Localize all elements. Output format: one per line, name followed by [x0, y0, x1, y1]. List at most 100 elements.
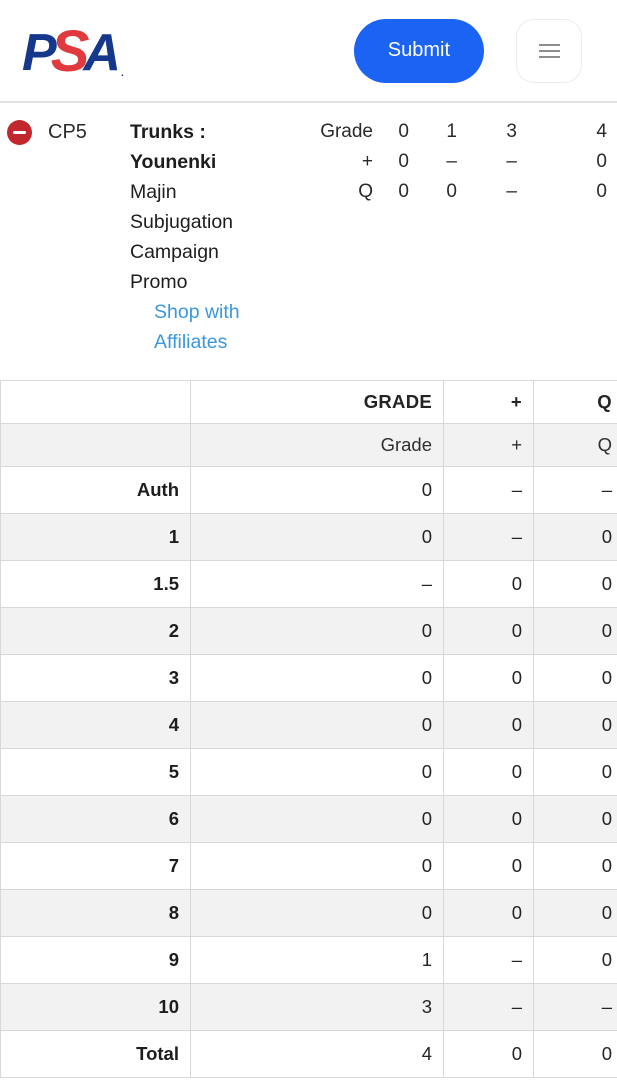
mini-table-row-plus: + 0 – – 0: [292, 147, 607, 177]
header-empty-cell: [0, 380, 191, 424]
subheader-empty-cell: [0, 423, 191, 467]
table-row-8: 8 0 0 0: [0, 889, 617, 937]
row-label: 1.5: [0, 560, 191, 608]
plus-cell: –: [443, 466, 534, 514]
grade-cell: 3: [190, 983, 444, 1031]
table-row-5: 5 0 0 0: [0, 748, 617, 796]
grade-cell: –: [190, 560, 444, 608]
logo-letter-s: S: [50, 18, 90, 84]
plus-cell: –: [443, 936, 534, 984]
grade-cell: 0: [190, 748, 444, 796]
card-title-set: Majin Subjugation Campaign Promo: [130, 181, 234, 293]
q-cell: 0: [533, 654, 617, 702]
row-label: Auth: [0, 466, 191, 514]
table-row-4: 4 0 0 0: [0, 701, 617, 749]
logo-letter-p: P: [22, 23, 57, 82]
table-row-7: 7 0 0 0: [0, 842, 617, 890]
hamburger-menu-button[interactable]: [516, 18, 582, 83]
plus-cell: 0: [443, 889, 534, 937]
row-label: 9: [0, 936, 191, 984]
row-label: 5: [0, 748, 191, 796]
row-label: Total: [0, 1030, 191, 1078]
subheader-q: Q: [533, 423, 617, 467]
mini-row-label: +: [361, 151, 373, 172]
table-row-2: 2 0 0 0: [0, 607, 617, 655]
top-navigation-bar: P S A . Submit: [0, 0, 617, 103]
population-table: GRADE + Q Grade + Q Auth 0 – –: [0, 380, 617, 1078]
q-cell: –: [533, 466, 617, 514]
plus-cell: 0: [443, 748, 534, 796]
q-cell: 0: [533, 701, 617, 749]
row-label: 6: [0, 795, 191, 843]
grade-cell: 0: [190, 654, 444, 702]
row-label: 2: [0, 607, 191, 655]
subheader-plus: +: [443, 423, 534, 467]
minus-circle-icon[interactable]: [7, 119, 32, 145]
mini-table-row-q: Q 0 0 – 0: [292, 177, 607, 207]
grade-cell: 0: [190, 607, 444, 655]
grade-cell: 4: [190, 1030, 444, 1078]
table-row-3: 3 0 0 0: [0, 654, 617, 702]
plus-cell: 0: [443, 795, 534, 843]
mini-row-label: Grade: [320, 121, 373, 142]
mini-row-label: Q: [358, 181, 373, 202]
card-summary-row: CP5 Trunks : Younenki Majin Subjugation …: [0, 103, 617, 380]
table-row-1: 1 0 – 0: [0, 513, 617, 561]
grade-cell: 0: [190, 513, 444, 561]
plus-cell: 0: [443, 701, 534, 749]
psa-logo[interactable]: P S A .: [22, 18, 124, 84]
q-cell: –: [533, 983, 617, 1031]
plus-cell: 0: [443, 842, 534, 890]
header-q: Q: [533, 380, 617, 424]
table-row-total: Total 4 0 0: [0, 1030, 617, 1078]
subheader-grade: Grade: [190, 423, 444, 467]
table-row-6: 6 0 0 0: [0, 795, 617, 843]
plus-cell: 0: [443, 607, 534, 655]
mini-table-row-grade: Grade 0 1 3 4: [292, 117, 607, 147]
card-title-name: Trunks : Younenki: [130, 121, 217, 173]
plus-cell: 0: [443, 1030, 534, 1078]
row-label: 1: [0, 513, 191, 561]
q-cell: 0: [533, 795, 617, 843]
grade-cell: 0: [190, 889, 444, 937]
plus-cell: –: [443, 513, 534, 561]
grade-cell: 0: [190, 842, 444, 890]
row-label: 4: [0, 701, 191, 749]
card-left-column: CP5: [0, 117, 130, 147]
grade-cell: 1: [190, 936, 444, 984]
plus-cell: 0: [443, 654, 534, 702]
card-description: Trunks : Younenki Majin Subjugation Camp…: [130, 117, 292, 357]
table-row-10: 10 3 – –: [0, 983, 617, 1031]
grade-cell: 0: [190, 701, 444, 749]
population-table-container[interactable]: GRADE + Q Grade + Q Auth 0 – –: [0, 380, 617, 1078]
q-cell: 0: [533, 842, 617, 890]
plus-cell: 0: [443, 560, 534, 608]
q-cell: 0: [533, 513, 617, 561]
table-row-1-5: 1.5 – 0 0: [0, 560, 617, 608]
card-title: Trunks : Younenki Majin Subjugation Camp…: [130, 117, 248, 297]
logo-letter-a: A: [83, 23, 121, 82]
row-label: 10: [0, 983, 191, 1031]
shop-with-affiliates-link[interactable]: Shop with Affiliates: [154, 301, 240, 353]
row-label: 8: [0, 889, 191, 937]
card-spec-number: CP5: [48, 120, 87, 143]
q-cell: 0: [533, 889, 617, 937]
q-cell: 0: [533, 1030, 617, 1078]
q-cell: 0: [533, 607, 617, 655]
table-header-row-primary: GRADE + Q: [0, 380, 617, 424]
grade-cell: 0: [190, 466, 444, 514]
header-grade: GRADE: [190, 380, 444, 424]
submit-button[interactable]: Submit: [353, 18, 484, 83]
logo-registered-mark: .: [120, 67, 124, 79]
card-grade-mini-table: Grade 0 1 3 4 + 0 – – 0 Q 0 0 – 0: [292, 117, 617, 207]
table-row-9: 9 1 – 0: [0, 936, 617, 984]
table-row-auth: Auth 0 – –: [0, 466, 617, 514]
q-cell: 0: [533, 560, 617, 608]
header-plus: +: [443, 380, 534, 424]
table-header-row-secondary: Grade + Q: [0, 423, 617, 467]
row-label: 7: [0, 842, 191, 890]
q-cell: 0: [533, 748, 617, 796]
grade-cell: 0: [190, 795, 444, 843]
hamburger-menu-icon: [538, 43, 560, 46]
